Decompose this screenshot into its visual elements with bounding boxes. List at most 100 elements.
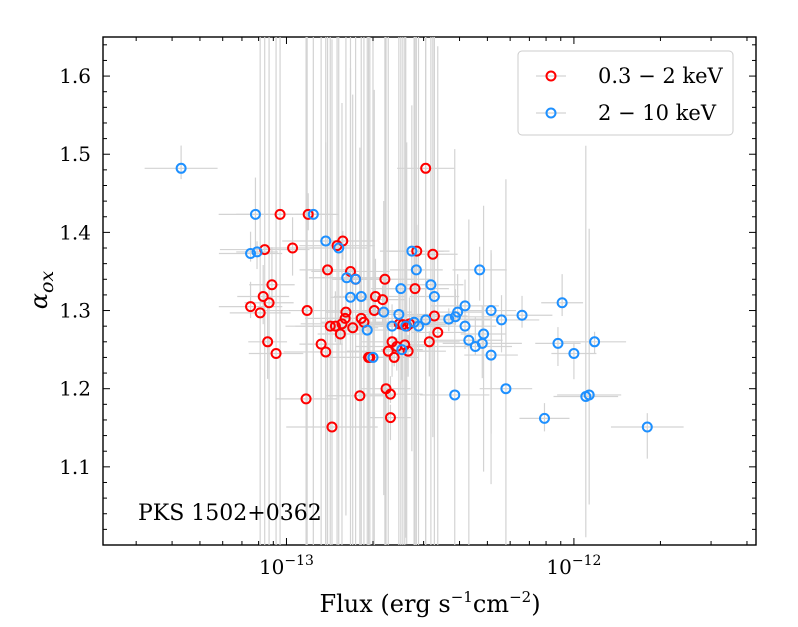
point-hard [395, 283, 407, 295]
point-soft [329, 320, 341, 332]
object-name-annotation: PKS 1502+0362 [138, 501, 322, 526]
x-label-exp1: −1 [451, 588, 473, 606]
point-hard [474, 264, 486, 276]
point-soft [384, 388, 396, 400]
point-hard [406, 245, 418, 257]
point-soft [347, 322, 359, 334]
x-label-mid: cm [473, 590, 509, 618]
legend-box [517, 50, 734, 136]
point-hard [350, 273, 362, 285]
x-tick-exponent: −12 [572, 553, 602, 569]
point-soft [432, 326, 444, 338]
point-hard [568, 348, 580, 360]
point-hard [355, 290, 367, 302]
y-label-sub: ox [36, 271, 58, 293]
point-hard [393, 308, 405, 320]
point-hard [333, 242, 345, 254]
point-hard [386, 320, 398, 332]
point-hard [367, 351, 379, 363]
point-hard [251, 246, 263, 258]
y-tick-label: 1.5 [59, 142, 91, 166]
point-soft [428, 310, 440, 322]
point-hard [249, 208, 261, 220]
point-soft [287, 242, 299, 254]
point-soft [262, 336, 274, 348]
point-hard [320, 235, 332, 247]
point-soft [254, 307, 266, 319]
y-tick-label: 1.6 [59, 64, 91, 88]
point-soft [339, 312, 351, 324]
plot-area-frame [102, 36, 757, 546]
y-tick-label: 1.2 [59, 377, 91, 401]
x-axis-label: Flux (erg s−1cm−2) [319, 588, 540, 618]
x-label-exp2: −2 [509, 588, 531, 606]
point-hard [589, 336, 601, 348]
point-soft [320, 346, 332, 358]
point-soft [270, 348, 282, 360]
point-soft [326, 421, 338, 433]
point-hard [449, 389, 461, 401]
point-soft [263, 297, 275, 309]
y-label-base: α [25, 293, 53, 309]
x-label-main: Flux (erg s [319, 590, 450, 618]
point-soft [300, 393, 312, 405]
point-hard [485, 349, 497, 361]
point-hard [443, 313, 455, 325]
point-hard [175, 162, 187, 174]
legend-label-soft: 0.3 − 2 keV [598, 64, 724, 88]
axis-ticks [103, 37, 756, 546]
point-hard [556, 297, 568, 309]
point-soft [384, 412, 396, 424]
legend: 0.3 − 2 keV 2 − 10 keV [517, 50, 734, 136]
point-hard [410, 264, 422, 276]
point-hard [478, 328, 490, 340]
point-hard [378, 306, 390, 318]
point-hard [552, 337, 564, 349]
x-tick-label: 10−12 [546, 553, 601, 579]
point-hard [413, 320, 425, 332]
point-soft [409, 283, 421, 295]
point-soft [245, 301, 257, 313]
point-hard [500, 383, 512, 395]
y-tick-labels: 1.1 1.2 1.3 1.4 1.5 1.6 [59, 64, 91, 479]
y-tick-label: 1.1 [59, 455, 91, 479]
point-hard [516, 309, 528, 321]
x-tick-labels: 10−13 10−12 [259, 553, 601, 579]
point-soft [340, 306, 352, 318]
legend-blue-marker [545, 107, 557, 119]
y-axis-label: αox [25, 271, 58, 310]
point-hard [361, 324, 373, 336]
point-soft [302, 208, 314, 220]
point-hard [307, 208, 319, 220]
point-hard [245, 247, 257, 259]
x-tick-exponent: −13 [284, 553, 314, 569]
point-hard [538, 412, 550, 424]
point-soft [266, 279, 278, 291]
point-hard [463, 334, 475, 346]
point-hard [425, 279, 437, 291]
point-soft [420, 162, 432, 174]
point-soft [257, 290, 269, 302]
point-hard [452, 306, 464, 318]
point-soft [322, 264, 334, 276]
x-tick-base: 10 [546, 555, 571, 579]
point-soft [379, 273, 391, 285]
point-hard [459, 300, 471, 312]
x-tick-label: 10−13 [259, 553, 314, 579]
point-hard [485, 305, 497, 317]
x-tick-base: 10 [259, 555, 284, 579]
point-soft [334, 328, 346, 340]
point-soft [301, 305, 313, 317]
point-soft [336, 318, 348, 330]
point-hard [459, 320, 471, 332]
data-points [175, 162, 653, 433]
point-soft [274, 208, 286, 220]
error-bars [144, 37, 684, 545]
y-tick-label: 1.3 [59, 299, 91, 323]
point-soft [315, 338, 327, 350]
point-hard [496, 314, 508, 326]
point-hard [583, 389, 595, 401]
point-soft [382, 345, 394, 357]
point-soft [427, 248, 439, 260]
y-tick-label: 1.4 [59, 220, 91, 244]
